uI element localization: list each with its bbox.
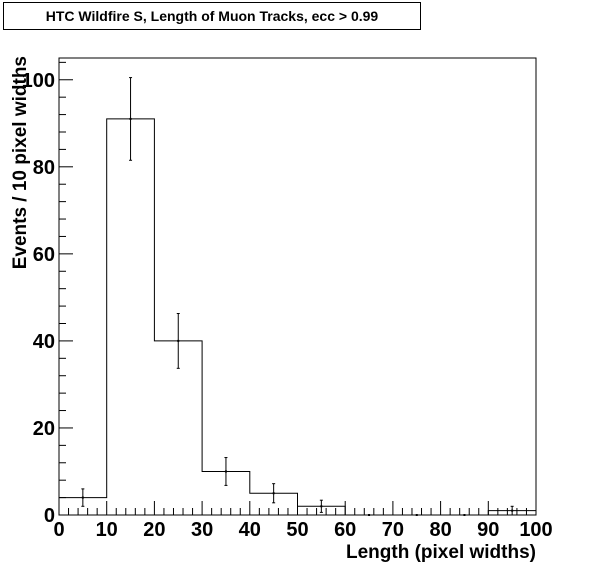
x-tick-label: 30 (191, 519, 213, 541)
x-tick-label: 20 (143, 519, 165, 541)
x-tick-label: 90 (477, 519, 499, 541)
y-tick-label: 0 (44, 505, 55, 527)
y-axis-title: Events / 10 pixel widths (10, 56, 31, 269)
error-bar (368, 514, 370, 516)
x-axis-title: Length (pixel widths) (346, 542, 536, 563)
x-tick-label: 100 (519, 519, 552, 541)
y-tick-label: 20 (33, 418, 55, 440)
x-tick-label: 50 (286, 519, 308, 541)
x-tick-label: 70 (382, 519, 404, 541)
error-bar (463, 514, 465, 516)
x-tick-label: 0 (53, 519, 64, 541)
error-bars (81, 78, 513, 516)
histogram-bar (107, 119, 155, 515)
error-bar (416, 514, 418, 516)
histogram-outline (59, 119, 536, 515)
y-tick-label: 40 (33, 331, 55, 353)
x-tick-label: 60 (334, 519, 356, 541)
y-tick-label: 60 (33, 244, 55, 266)
x-tick-label: 10 (96, 519, 118, 541)
x-tick-label: 80 (429, 519, 451, 541)
x-tick-label: 40 (239, 519, 261, 541)
y-tick-label: 80 (33, 157, 55, 179)
histogram-series (59, 119, 536, 515)
